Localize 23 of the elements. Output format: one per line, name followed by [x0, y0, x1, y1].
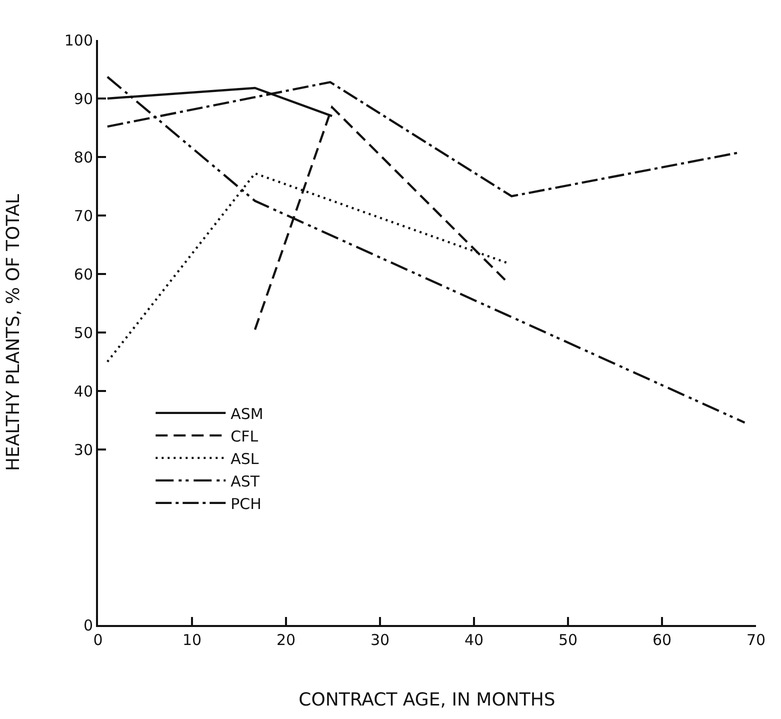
x-tick-label: 10	[182, 631, 202, 649]
legend-label: CFL	[230, 427, 259, 446]
x-tick-label: 20	[276, 631, 296, 649]
legend-label: ASM	[230, 404, 264, 423]
legend-label: ASL	[230, 450, 260, 468]
y-tick-label: 70	[74, 206, 93, 225]
x-axis-title: CONTRACT AGE, IN MONTHS	[298, 690, 556, 711]
legend-label: PCH	[230, 494, 262, 513]
x-tick-label: 30	[370, 631, 390, 649]
y-tick-label: 0	[83, 616, 93, 634]
y-tick-label: 90	[74, 90, 93, 108]
y-tick-label: 60	[74, 265, 93, 284]
x-tick-label: 70	[746, 631, 766, 649]
x-tick-label: 50	[558, 631, 578, 649]
x-tick-label: 60	[652, 631, 672, 649]
legend-label: AST	[230, 472, 260, 490]
y-tick-label: 50	[74, 324, 93, 342]
x-tick-label: 40	[464, 631, 484, 649]
y-axis-title: HEALTHY PLANTS, % OF TOTAL	[3, 194, 24, 472]
y-tick-label: 40	[74, 382, 93, 400]
y-tick-label: 100	[64, 31, 93, 50]
y-tick-label: 30	[74, 440, 93, 459]
y-tick-label: 80	[74, 148, 93, 166]
